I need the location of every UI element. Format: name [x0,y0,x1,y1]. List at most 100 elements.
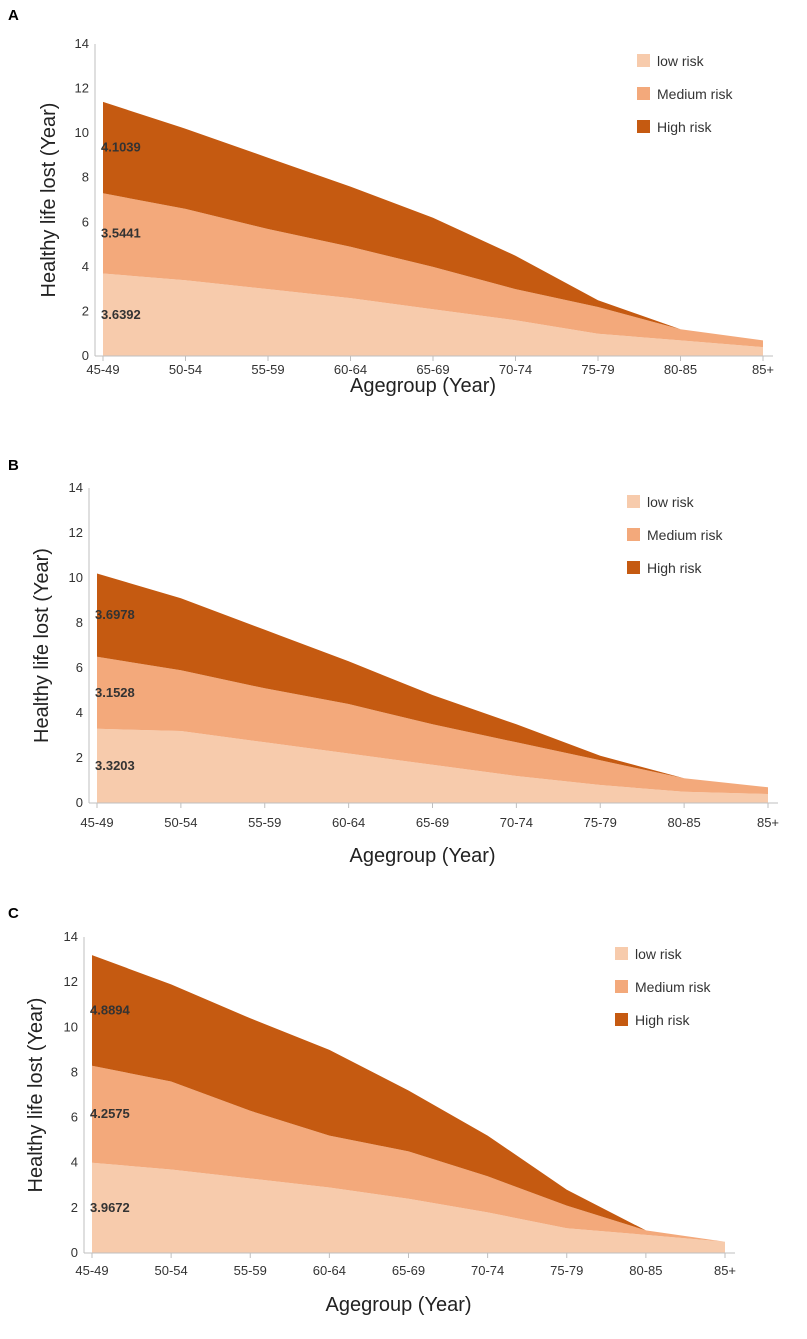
legend-label: Medium risk [647,527,723,543]
y-tick-label: 6 [82,214,89,229]
area-low-risk [92,1162,725,1253]
x-tick-label: 75-79 [581,362,614,377]
x-tick-label: 45-49 [80,815,113,830]
y-tick-label: 8 [82,170,89,185]
data-label-low-risk: 3.3203 [95,758,135,773]
y-tick-label: 10 [69,570,83,585]
legend-label: Medium risk [657,86,733,102]
area-high-risk [97,573,768,788]
x-tick-label: 50-54 [155,1263,188,1278]
data-label-high-risk: 3.6978 [95,607,135,622]
y-tick-label: 10 [75,125,89,140]
y-tick-label: 8 [71,1064,78,1079]
x-tick-label: 85+ [714,1263,736,1278]
y-tick-label: 14 [69,480,83,495]
x-tick-label: 80-85 [629,1263,662,1278]
legend-label: High risk [635,1012,690,1028]
x-tick-label: 45-49 [86,362,119,377]
x-tick-label: 60-64 [313,1263,346,1278]
x-axis-title: Agegroup (Year) [325,1294,471,1316]
legend-label: High risk [657,119,712,135]
y-tick-label: 2 [82,303,89,318]
y-tick-label: 4 [76,705,83,720]
y-tick-label: 10 [64,1019,78,1034]
x-tick-label: 80-85 [664,362,697,377]
x-tick-label: 55-59 [248,815,281,830]
area-low-risk [97,728,768,803]
legend-label: low risk [635,946,683,962]
legend-label: low risk [657,53,705,69]
x-tick-label: 55-59 [234,1263,267,1278]
area-low-risk [103,273,763,356]
y-tick-label: 12 [64,974,78,989]
x-tick-label: 70-74 [471,1263,504,1278]
x-tick-label: 85+ [757,815,779,830]
x-tick-label: 65-69 [416,815,449,830]
x-tick-label: 50-54 [164,815,197,830]
area-high-risk [92,955,725,1242]
panel-label: B [8,457,19,474]
legend-label: Medium risk [635,979,711,995]
area-medium-risk [103,193,763,348]
data-label-low-risk: 3.6392 [101,307,141,322]
x-tick-label: 75-79 [584,815,617,830]
y-tick-label: 0 [71,1245,78,1260]
y-tick-label: 4 [71,1155,78,1170]
legend-swatch [627,528,640,541]
area-medium-risk [92,1065,725,1242]
y-tick-label: 12 [69,525,83,540]
x-tick-label: 60-64 [332,815,365,830]
x-tick-label: 70-74 [499,362,532,377]
x-tick-label: 65-69 [416,362,449,377]
data-label-medium-risk: 4.2575 [90,1106,130,1121]
x-tick-label: 65-69 [392,1263,425,1278]
data-label-medium-risk: 3.1528 [95,685,135,700]
y-tick-label: 6 [71,1110,78,1125]
x-axis-title: Agegroup (Year) [350,375,496,397]
x-tick-label: 60-64 [334,362,367,377]
x-tick-label: 50-54 [169,362,202,377]
y-tick-label: 2 [76,750,83,765]
legend-swatch [615,1013,628,1026]
x-tick-label: 80-85 [668,815,701,830]
area-high-risk [103,101,763,341]
y-axis-title: Healthy life lost (Year) [31,548,53,743]
y-tick-label: 0 [76,795,83,810]
chart-panel-C: C 0 2 4 6 8 10 12 14 45-49 50-54 55-59 60-64 65-69 70-… [8,905,736,1316]
chart-panel-B: B 0 2 4 6 8 10 12 14 45-49 50-54 55-59 60-64 65-69 70-… [8,457,779,867]
legend-label: low risk [647,494,695,510]
legend-swatch [637,54,650,67]
x-tick-label: 45-49 [75,1263,108,1278]
chart-panel-A: A 0 2 4 6 8 10 12 14 45-49 50-54 55-59 60-64 65-69 70-… [8,7,774,397]
legend-label: High risk [647,560,702,576]
y-tick-label: 6 [76,660,83,675]
panel-label: A [8,7,19,24]
panel-label: C [8,905,19,922]
legend-swatch [637,120,650,133]
y-tick-label: 12 [75,81,89,96]
y-tick-label: 0 [82,348,89,363]
y-tick-label: 14 [75,36,89,51]
legend-swatch [615,947,628,960]
legend-swatch [637,87,650,100]
legend-swatch [627,561,640,574]
y-tick-label: 14 [64,929,78,944]
data-label-high-risk: 4.8894 [90,1002,131,1017]
x-tick-label: 70-74 [500,815,533,830]
y-tick-label: 8 [76,615,83,630]
y-tick-label: 2 [71,1200,78,1215]
data-label-medium-risk: 3.5441 [101,225,141,240]
y-tick-label: 4 [82,259,89,274]
y-axis-title: Healthy life lost (Year) [25,998,47,1193]
area-medium-risk [97,656,768,794]
legend-swatch [627,495,640,508]
legend-swatch [615,980,628,993]
x-tick-label: 75-79 [550,1263,583,1278]
data-label-high-risk: 4.1039 [101,140,141,155]
data-label-low-risk: 3.9672 [90,1200,130,1215]
x-tick-label: 55-59 [251,362,284,377]
y-axis-title: Healthy life lost (Year) [38,103,60,298]
x-tick-label: 85+ [752,362,774,377]
x-axis-title: Agegroup (Year) [349,845,495,867]
